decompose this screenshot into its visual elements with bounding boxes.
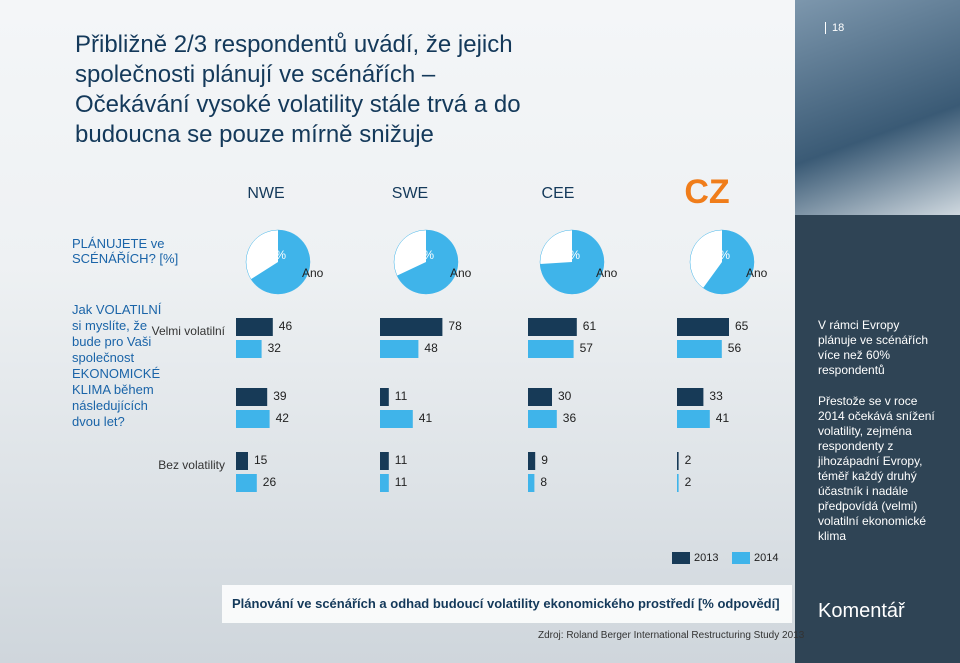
category-label: Velmi volatilní [152,324,226,338]
bar [528,340,574,358]
bar [236,410,270,428]
pie-slice [540,230,605,294]
pie-label: Ano [746,266,768,280]
bar [677,452,679,470]
bar [528,452,536,470]
bar [380,452,389,470]
planning-question: PLÁNUJETE ve SCÉNÁŘÍCH? [%] [72,236,179,266]
panel-title: NWE [247,185,284,202]
bar [380,474,389,492]
bar-label: 11 [395,453,408,467]
bar-label: 32 [268,341,282,355]
bar-label: 30 [558,389,572,403]
pie-slice [703,230,754,295]
bar [380,410,413,428]
bar [677,388,704,406]
comment-paragraph: V rámci Evropy plánuje ve scénářích více… [818,318,929,377]
bar [380,318,443,336]
bar [236,452,248,470]
comment-paragraph: Přestože se v roce 2014 očekává snížení … [818,394,935,543]
comment: V rámci Evropy plánuje ve scénářích více… [818,318,938,544]
panel-title: SWE [392,185,428,202]
pie-slice [250,230,310,294]
bar [677,474,679,492]
bar-label: 46 [279,319,293,333]
bar [236,388,268,406]
bar-label: 11 [395,475,408,489]
pie-label: Ano [450,266,472,280]
bar-label: 2 [685,453,692,467]
category-label: Bez volatility [158,458,225,472]
caption-box [222,585,792,623]
bar-label: 78 [448,319,462,333]
volatility-question: Jak VOLATILNÍ si myslíte, že bude pro Va… [72,302,162,429]
bar-label: 61 [583,319,597,333]
panel-title: CEE [542,185,575,202]
bar [236,318,273,336]
bar-label: 42 [276,411,290,425]
chart: Velmi volatilní Bez volatility NWE 66% Ano 46… [152,173,778,564]
bar-label: 2 [685,475,692,489]
bar-label: 57 [580,341,594,355]
legend-label: 2013 [694,552,718,564]
slide-number: 18 [825,22,844,34]
pie-value-label: 60% [706,248,730,262]
bar [677,318,729,336]
bar [380,388,389,406]
bar-label: 39 [273,389,287,403]
bar [677,410,710,428]
pie-value-label: 66% [262,248,286,262]
pie-label: Ano [302,266,324,280]
pie-value-label: 68% [410,248,434,262]
bar-label: 48 [424,341,438,355]
bar-label: 11 [395,389,408,403]
pie-value-label: 74% [556,248,580,262]
bar [380,340,419,358]
bar [236,474,257,492]
bar [236,340,262,358]
pie-slice [397,230,459,294]
title: Přibližně 2/3 respondentů uvádí, že jeji… [75,31,521,148]
bar [528,388,552,406]
bar-label: 41 [419,411,433,425]
legend-swatch [732,552,750,564]
source: Zdroj: Roland Berger International Restr… [538,630,805,641]
bar-label: 26 [263,475,277,489]
panel-title-highlight: CZ [684,173,729,211]
bar [528,474,535,492]
caption: Plánování ve scénářích a odhad budoucí v… [232,596,780,611]
bar [528,410,557,428]
bar-label: 36 [563,411,577,425]
legend-swatch [672,552,690,564]
bar-label: 9 [541,453,548,467]
bar-label: 15 [254,453,268,467]
bar-label: 33 [709,389,723,403]
bar-label: 56 [728,341,742,355]
bar [528,318,577,336]
pie-label: Ano [596,266,618,280]
comment-heading: Komentář [818,600,905,622]
bar-label: 65 [735,319,749,333]
bar [677,340,722,358]
legend-label: 2014 [754,552,778,564]
sail-photo [795,0,960,215]
bar-label: 41 [716,411,730,425]
bar-label: 8 [540,475,547,489]
